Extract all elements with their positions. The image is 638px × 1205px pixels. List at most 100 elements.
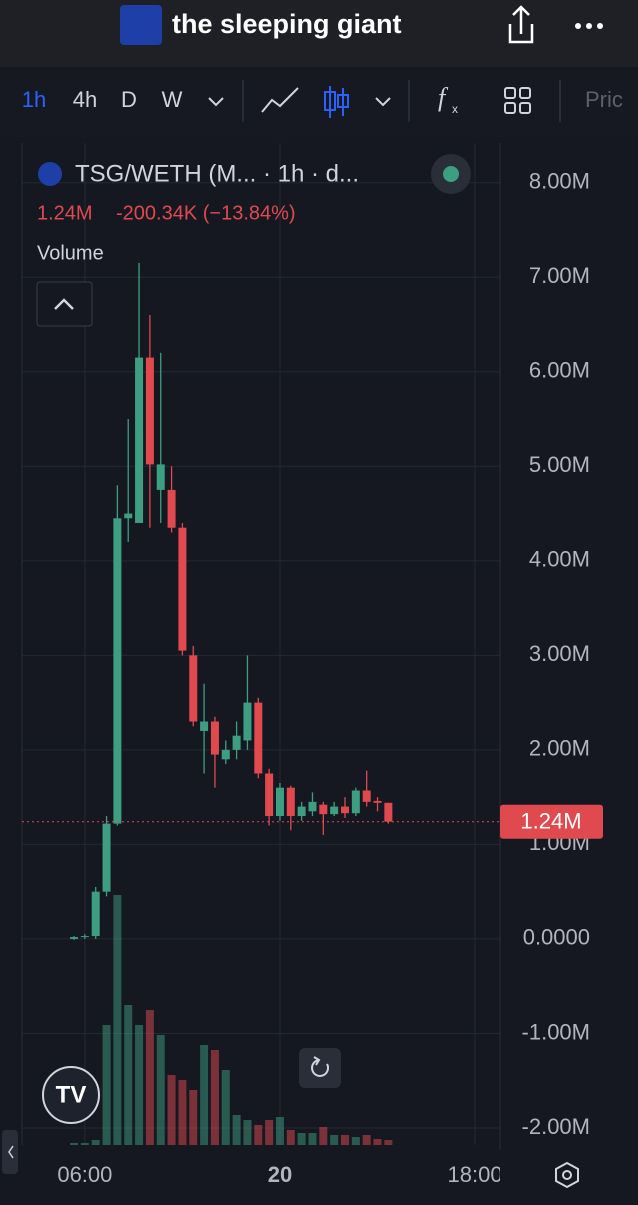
candle-body	[330, 806, 339, 815]
candle-body	[91, 891, 100, 937]
status-dot	[443, 166, 459, 182]
volume-bar	[70, 1143, 79, 1145]
symbol-label[interactable]: TSG/WETH (M... · 1h · d...	[75, 160, 359, 187]
volume-bar	[384, 1140, 393, 1145]
x-tick-label: 18:00	[448, 1162, 503, 1187]
layout-button[interactable]	[504, 87, 531, 114]
chart-type-dropdown[interactable]	[375, 97, 391, 107]
candle-body	[113, 518, 122, 824]
volume-bar	[178, 1080, 187, 1145]
volume-bar	[200, 1045, 209, 1145]
more-button[interactable]	[575, 23, 603, 29]
candle-body	[200, 721, 209, 731]
token-avatar	[120, 5, 162, 45]
volume-bar	[156, 1035, 165, 1145]
chart-background	[0, 137, 638, 1200]
volume-bar	[221, 1070, 230, 1145]
candle-body	[362, 790, 371, 802]
candle-body	[80, 936, 89, 938]
price-button[interactable]: Pric	[585, 87, 623, 112]
volume-bar	[145, 1010, 154, 1145]
volume-bar	[341, 1135, 350, 1145]
x-tick-label: 06:00	[57, 1162, 112, 1187]
volume-bar	[351, 1137, 360, 1145]
settings-icon	[562, 1170, 572, 1180]
y-tick-label: 7.00M	[529, 263, 590, 288]
interval-button[interactable]: D	[121, 87, 137, 112]
candle-body	[70, 937, 79, 939]
candle-body	[319, 804, 328, 815]
volume-bar	[254, 1125, 263, 1145]
volume-bar	[113, 895, 122, 1145]
interval-dropdown[interactable]	[208, 97, 224, 107]
last-price-label: 1.24M	[520, 809, 581, 834]
candle-body	[373, 800, 382, 803]
volume-bar	[308, 1133, 317, 1145]
candle-body	[178, 527, 187, 651]
y-tick-label: -2.00M	[522, 1114, 590, 1139]
last-price-badge	[500, 804, 603, 839]
candle-body	[351, 790, 360, 814]
symbol-logo	[38, 162, 62, 186]
volume-bar	[243, 1120, 252, 1145]
candle-body	[124, 513, 133, 519]
indicators-button[interactable]: f	[438, 83, 449, 112]
x-tick-label: 20	[268, 1162, 292, 1187]
candle-body	[189, 655, 198, 722]
interval-button[interactable]: 4h	[73, 87, 97, 112]
volume-bar	[135, 1025, 144, 1145]
y-tick-label: 2.00M	[529, 736, 590, 761]
candle-body	[145, 357, 154, 465]
volume-bar	[275, 1117, 284, 1145]
candle-body	[384, 802, 393, 822]
candle-body	[232, 735, 241, 750]
candle-body	[341, 806, 350, 814]
change-value: -200.34K (−13.84%)	[116, 202, 296, 224]
volume-bar	[189, 1090, 198, 1145]
volume-bar	[124, 1005, 133, 1145]
volume-bar	[362, 1135, 371, 1145]
side-tab-icon	[8, 1145, 14, 1159]
candle-body	[135, 357, 144, 524]
volume-bar	[167, 1075, 176, 1145]
y-tick-label: -1.00M	[522, 1019, 590, 1044]
volume-bar	[373, 1139, 382, 1145]
side-tab[interactable]	[2, 1130, 18, 1174]
line-tool[interactable]	[261, 87, 299, 113]
candle-body	[308, 801, 317, 812]
candle-body	[243, 702, 252, 741]
candle-body	[102, 823, 111, 892]
last-value: 1.24M	[37, 202, 93, 224]
settings-button[interactable]	[555, 1161, 579, 1189]
toolbar	[0, 67, 638, 137]
volume-bar	[319, 1127, 328, 1145]
reset-button[interactable]	[299, 1048, 341, 1088]
candle-type-button[interactable]	[324, 86, 349, 118]
candle-body	[265, 773, 274, 817]
volume-bar	[102, 1025, 111, 1145]
volume-bar	[210, 1050, 219, 1145]
volume-label: Volume	[37, 242, 104, 264]
candle-body	[210, 721, 219, 755]
indicators-button-sub: x	[452, 102, 458, 116]
interval-button[interactable]: 1h	[22, 87, 46, 112]
collapse-button[interactable]	[36, 281, 93, 327]
candle-body	[156, 464, 165, 490]
y-tick-label: 3.00M	[529, 641, 590, 666]
candle-body	[254, 702, 263, 774]
volume-bar	[80, 1143, 89, 1145]
candle-body	[167, 489, 176, 528]
volume-bar	[286, 1130, 295, 1145]
reset-icon	[311, 1056, 330, 1077]
y-tick-label: 6.00M	[529, 358, 590, 383]
volume-bar	[91, 1140, 100, 1145]
interval-button[interactable]: W	[162, 87, 183, 112]
share-button[interactable]	[508, 5, 534, 44]
header-title: the sleeping giant	[172, 9, 402, 39]
candle-body	[286, 787, 295, 817]
candle-body	[221, 749, 230, 760]
y-tick-label: 8.00M	[529, 169, 590, 194]
y-tick-label: 4.00M	[529, 547, 590, 572]
tv-logo[interactable]	[42, 1066, 100, 1124]
